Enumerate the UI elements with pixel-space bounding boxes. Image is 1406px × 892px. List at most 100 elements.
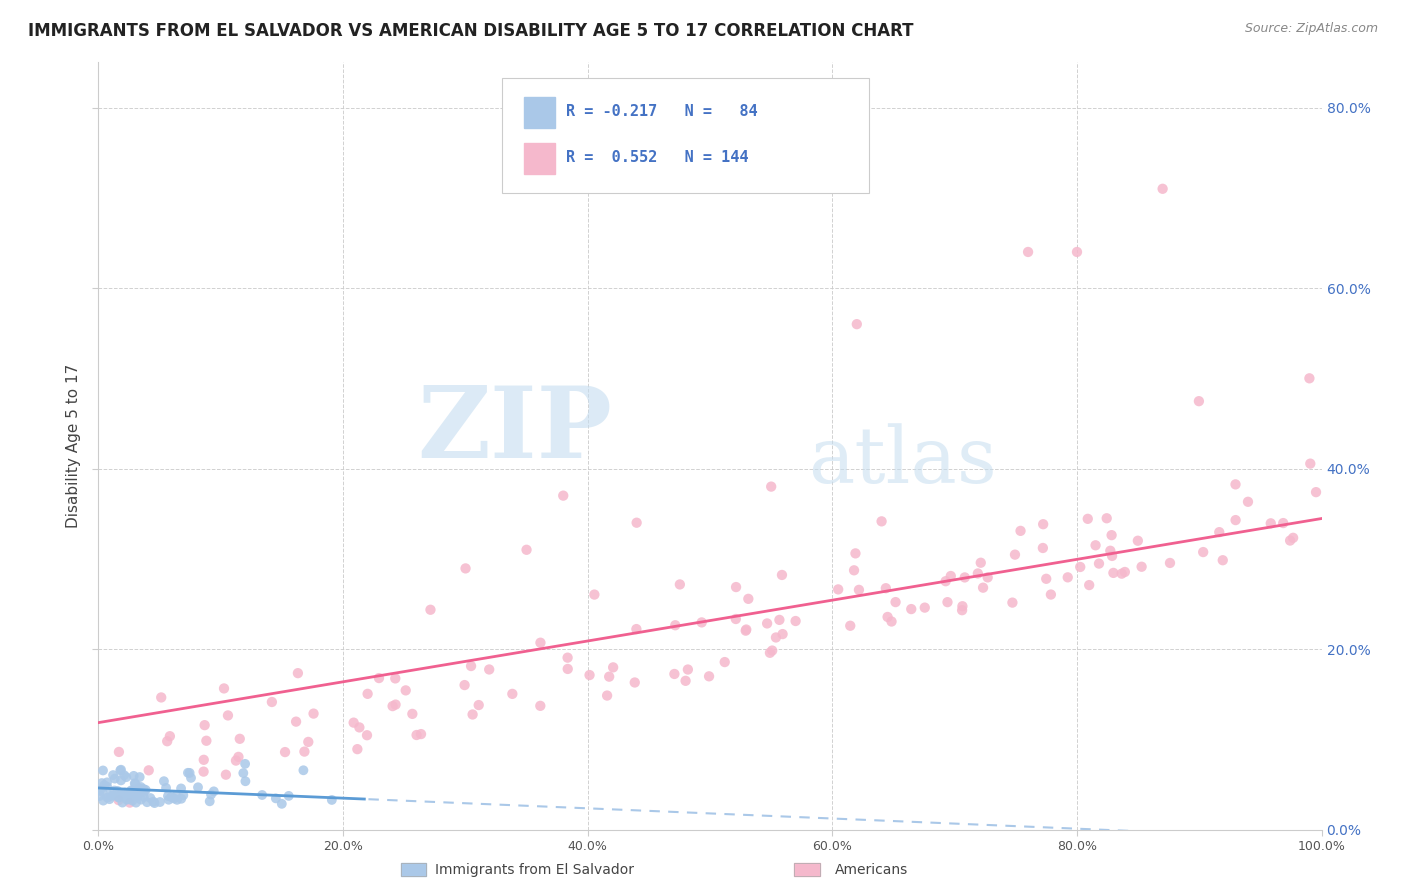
- Point: [1126, 533, 1149, 548]
- Point: [842, 563, 865, 577]
- Point: [285, 714, 308, 729]
- Point: [735, 623, 758, 637]
- Point: [1035, 572, 1057, 586]
- Text: R = -0.217   N =   84: R = -0.217 N = 84: [565, 104, 758, 119]
- Point: [108, 790, 131, 805]
- Point: [200, 788, 222, 802]
- Point: [232, 766, 254, 780]
- Point: [110, 788, 132, 802]
- Point: [274, 745, 297, 759]
- Point: [1192, 545, 1215, 559]
- Point: [270, 797, 292, 811]
- Point: [228, 750, 250, 764]
- Point: [395, 683, 418, 698]
- Point: [212, 681, 235, 696]
- Point: [368, 671, 391, 685]
- Point: [384, 698, 406, 712]
- Point: [98, 792, 121, 806]
- Point: [1102, 566, 1125, 580]
- Point: [454, 561, 477, 575]
- Point: [478, 663, 501, 677]
- Point: [129, 792, 152, 806]
- Point: [880, 615, 903, 629]
- Point: [768, 613, 790, 627]
- Point: [845, 317, 868, 331]
- Point: [302, 706, 325, 721]
- Point: [172, 789, 194, 803]
- Point: [669, 577, 692, 591]
- Point: [976, 570, 998, 584]
- Point: [107, 793, 129, 807]
- Point: [229, 731, 252, 746]
- Point: [110, 764, 132, 778]
- Text: Americans: Americans: [835, 863, 908, 877]
- Y-axis label: Disability Age 5 to 17: Disability Age 5 to 17: [66, 364, 82, 528]
- Point: [626, 622, 648, 636]
- Point: [1114, 565, 1136, 579]
- Point: [602, 660, 624, 674]
- Point: [583, 588, 606, 602]
- Point: [125, 789, 148, 804]
- Point: [1077, 512, 1099, 526]
- Point: [756, 616, 779, 631]
- Point: [1260, 516, 1282, 531]
- Point: [381, 699, 404, 714]
- Point: [1032, 541, 1054, 555]
- Point: [900, 602, 922, 616]
- Point: [664, 667, 686, 681]
- FancyBboxPatch shape: [502, 78, 869, 193]
- Point: [876, 610, 898, 624]
- Point: [292, 764, 315, 778]
- Point: [107, 790, 129, 805]
- Point: [848, 582, 870, 597]
- Point: [118, 796, 141, 810]
- Point: [1088, 557, 1111, 571]
- Point: [405, 728, 427, 742]
- Point: [343, 715, 366, 730]
- Point: [91, 785, 114, 799]
- Point: [170, 781, 193, 796]
- Point: [1032, 517, 1054, 532]
- Point: [233, 756, 256, 771]
- Point: [690, 615, 713, 630]
- Point: [136, 795, 159, 809]
- Point: [193, 753, 215, 767]
- Point: [195, 733, 218, 747]
- Point: [598, 670, 620, 684]
- Point: [114, 786, 136, 800]
- Point: [939, 569, 962, 583]
- Point: [120, 783, 142, 797]
- Point: [138, 764, 160, 778]
- Point: [110, 763, 132, 777]
- Point: [1099, 543, 1122, 558]
- Point: [1212, 553, 1234, 567]
- Point: [91, 764, 114, 778]
- Point: [950, 603, 973, 617]
- Point: [676, 663, 699, 677]
- Point: [501, 687, 523, 701]
- Point: [215, 767, 238, 781]
- Point: [156, 734, 179, 748]
- Point: [664, 618, 686, 632]
- Point: [1101, 528, 1123, 542]
- Point: [120, 787, 142, 801]
- Point: [104, 772, 127, 786]
- Point: [194, 718, 217, 732]
- Point: [936, 595, 959, 609]
- Bar: [524, 143, 555, 174]
- Point: [1078, 578, 1101, 592]
- Point: [1298, 371, 1320, 385]
- Point: [1299, 457, 1322, 471]
- Point: [125, 787, 148, 801]
- Point: [401, 706, 423, 721]
- Text: ZIP: ZIP: [418, 382, 612, 479]
- Point: [157, 793, 180, 807]
- Point: [124, 777, 146, 791]
- Point: [1272, 516, 1295, 530]
- Point: [235, 774, 257, 789]
- Point: [165, 789, 187, 803]
- Point: [1095, 511, 1118, 525]
- Point: [132, 785, 155, 799]
- Point: [529, 636, 551, 650]
- Point: [734, 624, 756, 638]
